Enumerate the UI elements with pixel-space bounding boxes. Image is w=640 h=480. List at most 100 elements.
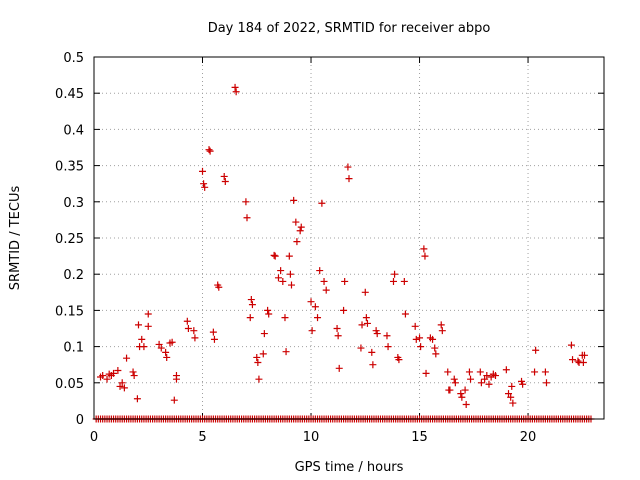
- data-point: [184, 325, 192, 332]
- data-point: [383, 332, 391, 340]
- data-point: [201, 183, 209, 191]
- data-point: [334, 332, 342, 340]
- y-tick-label: 0.1: [63, 341, 84, 356]
- data-point: [255, 375, 263, 383]
- data-point: [542, 379, 550, 387]
- data-point: [411, 322, 419, 330]
- data-point: [264, 306, 272, 314]
- data-point: [457, 390, 465, 398]
- data-point: [357, 344, 365, 352]
- x-axis-label: GPS time / hours: [295, 460, 404, 475]
- grid: [94, 57, 604, 419]
- data-point: [220, 172, 228, 180]
- data-point: [120, 384, 128, 392]
- data-point: [292, 218, 300, 226]
- y-tick-label: 0.35: [55, 160, 84, 175]
- data-point: [271, 252, 279, 260]
- data-point: [134, 321, 142, 329]
- data-point: [458, 393, 466, 401]
- data-point: [130, 372, 138, 380]
- y-tick-label: 0.45: [55, 87, 84, 102]
- data-point: [287, 281, 295, 289]
- data-point: [491, 372, 499, 380]
- data-point: [446, 386, 454, 394]
- data-point: [481, 375, 489, 383]
- data-point: [335, 364, 343, 372]
- data-point: [340, 306, 348, 314]
- data-point: [277, 267, 285, 275]
- data-point: [205, 146, 213, 154]
- data-point: [144, 322, 152, 330]
- y-tick-label: 0.3: [63, 196, 84, 211]
- chart-title: Day 184 of 2022, SRMTID for receiver abp…: [208, 21, 491, 36]
- data-point: [286, 270, 294, 278]
- data-point: [279, 277, 287, 285]
- data-point: [467, 375, 475, 383]
- data-point: [483, 372, 491, 380]
- data-point: [541, 368, 549, 376]
- x-tick-label: 10: [303, 430, 320, 445]
- x-tick-label: 15: [411, 430, 428, 445]
- data-point: [285, 252, 293, 260]
- data-point: [232, 88, 240, 96]
- data-point: [462, 401, 470, 409]
- y-axis-label: SRMTID / TECUs: [8, 186, 23, 291]
- x-tick-label: 0: [90, 430, 98, 445]
- data-point: [296, 227, 304, 235]
- y-tick-label: 0: [76, 413, 84, 428]
- data-point: [140, 343, 148, 351]
- data-point: [274, 274, 282, 282]
- data-point: [373, 330, 381, 338]
- data-point: [200, 180, 208, 188]
- data-point: [168, 338, 176, 346]
- data-point: [221, 178, 229, 186]
- x-tick-label: 5: [198, 430, 206, 445]
- data-point: [509, 399, 517, 407]
- data-point: [389, 277, 397, 285]
- data-point: [246, 314, 254, 322]
- data-point: [485, 380, 493, 388]
- data-point: [531, 368, 539, 376]
- data-point: [123, 354, 131, 362]
- data-point: [579, 359, 587, 367]
- data-point: [190, 327, 198, 335]
- data-point: [247, 296, 255, 304]
- data-point: [307, 298, 315, 306]
- data-point: [116, 382, 124, 390]
- y-tick-label: 0.15: [55, 304, 84, 319]
- data-point: [341, 277, 349, 285]
- data-point: [345, 175, 353, 183]
- data-point: [162, 348, 170, 356]
- data-point: [103, 375, 111, 383]
- y-tick-label: 0.2: [63, 268, 84, 283]
- data-point: [432, 350, 440, 358]
- data-point: [210, 335, 218, 343]
- data-point: [580, 351, 588, 359]
- data-point: [333, 325, 341, 332]
- data-point: [477, 379, 485, 387]
- data-point: [391, 270, 399, 278]
- data-point: [532, 346, 540, 354]
- data-point: [368, 348, 376, 356]
- data-point: [508, 382, 516, 390]
- data-point: [502, 366, 510, 374]
- data-point: [369, 361, 377, 369]
- data-point: [437, 321, 445, 329]
- data-point: [320, 277, 328, 285]
- data-point: [206, 147, 214, 155]
- data-point: [281, 314, 289, 322]
- data-point: [311, 303, 319, 311]
- data-point: [438, 327, 446, 335]
- data-point: [172, 375, 180, 383]
- data-point: [253, 353, 261, 361]
- data-point: [260, 330, 268, 338]
- data-point: [431, 344, 439, 352]
- x-tick-label: 20: [520, 430, 537, 445]
- data-point: [421, 252, 429, 260]
- data-point: [361, 288, 369, 296]
- data-point: [110, 369, 118, 377]
- data-point: [144, 310, 152, 318]
- data-point: [308, 327, 316, 335]
- data-point: [322, 286, 330, 294]
- data-point: [519, 380, 527, 388]
